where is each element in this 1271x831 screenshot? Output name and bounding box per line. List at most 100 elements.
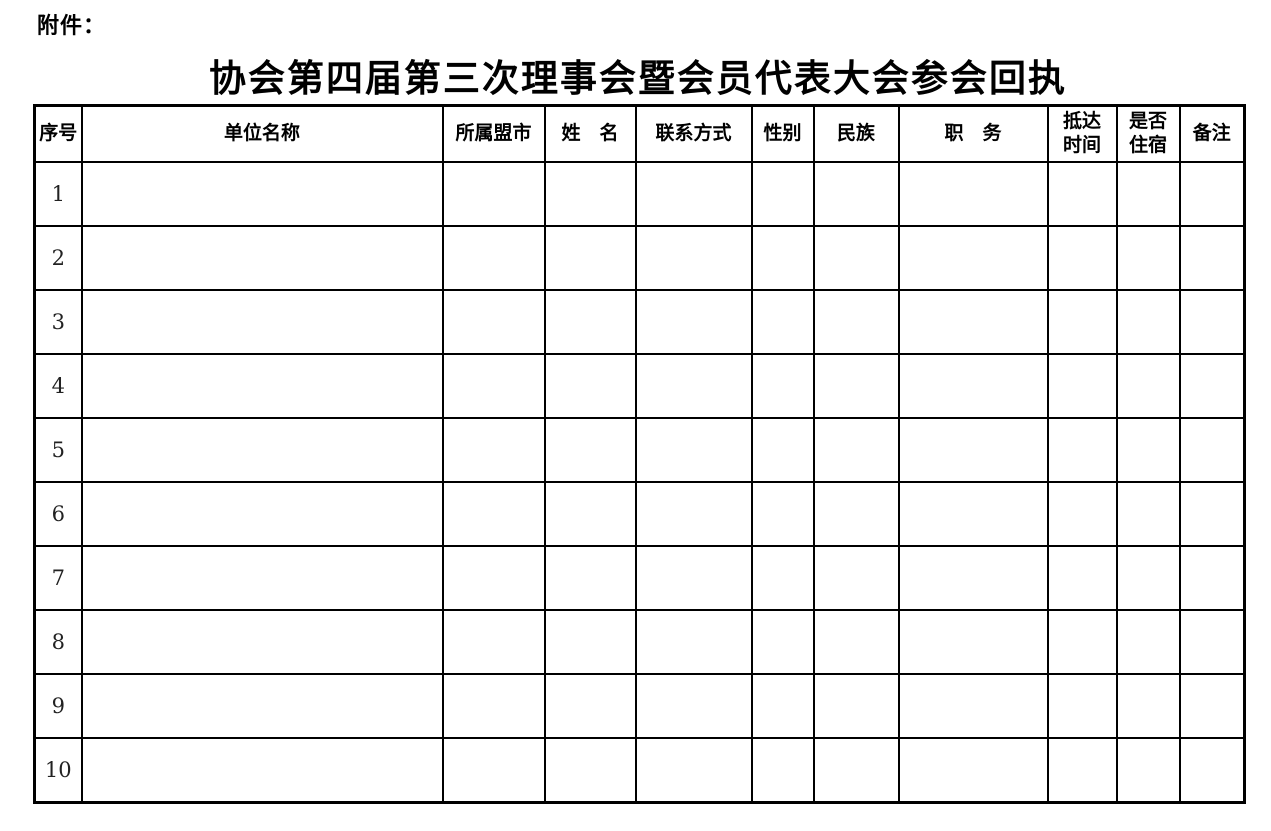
cell-contact bbox=[634, 225, 753, 291]
cell-ethnicity bbox=[812, 481, 900, 547]
cell-gender bbox=[750, 353, 815, 419]
cell-league-city bbox=[441, 673, 546, 739]
cell-gender bbox=[750, 161, 815, 227]
table-row: 1 bbox=[33, 161, 1246, 227]
table-body: 1 2 3 4 5 6 7 8 9 10 bbox=[33, 161, 1246, 804]
cell-contact bbox=[634, 417, 753, 483]
table-header-row: 序号 单位名称 所属盟市姓 名联系方式 性别 民族职 务抵达 时间 是否 住宿 备注 bbox=[33, 104, 1246, 163]
cell-arrival-time bbox=[1046, 417, 1118, 483]
column-header-arrival-time: 抵达 时间 bbox=[1046, 104, 1118, 163]
row-number-cell: 5 bbox=[33, 417, 83, 483]
cell-contact bbox=[634, 161, 753, 227]
cell-person-name bbox=[543, 609, 637, 675]
cell-person-name bbox=[543, 417, 637, 483]
cell-arrival-time bbox=[1046, 161, 1118, 227]
row-number-cell: 6 bbox=[33, 481, 83, 547]
cell-unit-name bbox=[80, 481, 444, 547]
row-number-cell: 8 bbox=[33, 609, 83, 675]
column-header-lodging: 是否 住宿 bbox=[1115, 104, 1181, 163]
row-number-cell: 2 bbox=[33, 225, 83, 291]
table-row: 6 bbox=[33, 481, 1246, 547]
cell-lodging bbox=[1115, 353, 1181, 419]
cell-arrival-time bbox=[1046, 545, 1118, 611]
cell-league-city bbox=[441, 353, 546, 419]
cell-gender bbox=[750, 481, 815, 547]
cell-gender bbox=[750, 737, 815, 804]
cell-position bbox=[897, 225, 1049, 291]
cell-remarks bbox=[1178, 417, 1246, 483]
cell-lodging bbox=[1115, 545, 1181, 611]
cell-league-city bbox=[441, 289, 546, 355]
cell-remarks bbox=[1178, 609, 1246, 675]
table-row: 3 bbox=[33, 289, 1246, 355]
cell-ethnicity bbox=[812, 289, 900, 355]
column-header-remarks: 备注 bbox=[1178, 104, 1246, 163]
cell-position bbox=[897, 417, 1049, 483]
cell-remarks bbox=[1178, 673, 1246, 739]
cell-remarks bbox=[1178, 289, 1246, 355]
cell-contact bbox=[634, 353, 753, 419]
cell-arrival-time bbox=[1046, 353, 1118, 419]
cell-gender bbox=[750, 545, 815, 611]
cell-unit-name bbox=[80, 289, 444, 355]
cell-league-city bbox=[441, 225, 546, 291]
table-row: 5 bbox=[33, 417, 1246, 483]
cell-lodging bbox=[1115, 161, 1181, 227]
cell-unit-name bbox=[80, 737, 444, 804]
column-header-contact: 联系方式 bbox=[634, 104, 753, 163]
column-header-person-name: 姓 名 bbox=[543, 104, 637, 163]
cell-lodging bbox=[1115, 609, 1181, 675]
cell-gender bbox=[750, 609, 815, 675]
cell-position bbox=[897, 609, 1049, 675]
cell-person-name bbox=[543, 545, 637, 611]
cell-position bbox=[897, 289, 1049, 355]
cell-league-city bbox=[441, 609, 546, 675]
cell-ethnicity bbox=[812, 161, 900, 227]
row-number-cell: 1 bbox=[33, 161, 83, 227]
cell-gender bbox=[750, 225, 815, 291]
cell-unit-name bbox=[80, 417, 444, 483]
cell-position bbox=[897, 353, 1049, 419]
cell-position bbox=[897, 161, 1049, 227]
cell-arrival-time bbox=[1046, 609, 1118, 675]
column-header-ethnicity: 民族 bbox=[812, 104, 900, 163]
row-number-cell: 7 bbox=[33, 545, 83, 611]
cell-remarks bbox=[1178, 225, 1246, 291]
cell-unit-name bbox=[80, 225, 444, 291]
table-row: 7 bbox=[33, 545, 1246, 611]
cell-person-name bbox=[543, 353, 637, 419]
column-header-index: 序号 bbox=[33, 104, 83, 163]
row-number-cell: 9 bbox=[33, 673, 83, 739]
cell-ethnicity bbox=[812, 417, 900, 483]
row-number-cell: 4 bbox=[33, 353, 83, 419]
cell-remarks bbox=[1178, 161, 1246, 227]
table-row: 8 bbox=[33, 609, 1246, 675]
cell-remarks bbox=[1178, 353, 1246, 419]
page-title: 协会第四届第三次理事会暨会员代表大会参会回执 bbox=[209, 56, 1067, 100]
table-row: 10 bbox=[33, 737, 1246, 804]
cell-ethnicity bbox=[812, 737, 900, 804]
cell-remarks bbox=[1178, 737, 1246, 804]
cell-contact bbox=[634, 673, 753, 739]
cell-lodging bbox=[1115, 481, 1181, 547]
cell-league-city bbox=[441, 417, 546, 483]
cell-unit-name bbox=[80, 673, 444, 739]
row-number-cell: 3 bbox=[33, 289, 83, 355]
cell-lodging bbox=[1115, 289, 1181, 355]
table-row: 9 bbox=[33, 673, 1246, 739]
cell-lodging bbox=[1115, 673, 1181, 739]
cell-position bbox=[897, 481, 1049, 547]
cell-arrival-time bbox=[1046, 481, 1118, 547]
cell-person-name bbox=[543, 481, 637, 547]
cell-lodging bbox=[1115, 737, 1181, 804]
cell-league-city bbox=[441, 161, 546, 227]
cell-contact bbox=[634, 289, 753, 355]
cell-contact bbox=[634, 737, 753, 804]
cell-arrival-time bbox=[1046, 225, 1118, 291]
cell-contact bbox=[634, 481, 753, 547]
cell-contact bbox=[634, 545, 753, 611]
row-number-cell: 10 bbox=[33, 737, 83, 804]
cell-unit-name bbox=[80, 353, 444, 419]
